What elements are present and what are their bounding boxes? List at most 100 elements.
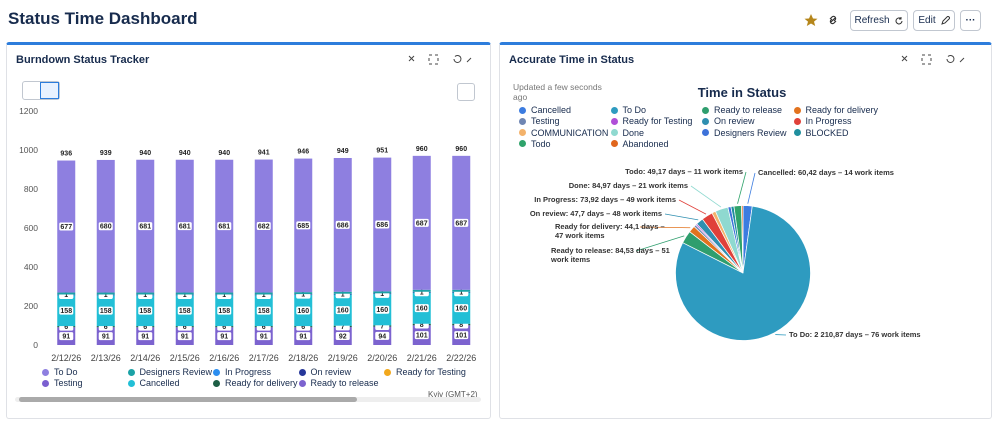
edit-button[interactable]: Edit: [913, 10, 955, 31]
legend-label: In Progress: [806, 116, 852, 126]
bar-segment: [136, 293, 154, 295]
total-label: 939: [100, 150, 112, 157]
bar-label: 101: [416, 333, 428, 340]
x-tick-label: 2/19/26: [328, 353, 358, 363]
legend-swatch: [611, 129, 618, 136]
leader-line: [691, 186, 721, 207]
legend-swatch: [519, 107, 526, 114]
more-button[interactable]: ···: [960, 10, 981, 31]
bar-label: 681: [139, 224, 151, 231]
legend-swatch: [519, 118, 526, 125]
legend-swatch: [794, 107, 801, 114]
bar-label: 101: [455, 333, 467, 340]
x-tick-label: 2/20/26: [367, 353, 397, 363]
legend-swatch: [213, 380, 220, 387]
slice-label: In Progress: 73,92 days – 49 work items: [534, 195, 676, 204]
legend-label: Designers Review: [140, 367, 213, 377]
legend-item: To Do: [611, 105, 647, 115]
total-label: 949: [337, 148, 349, 155]
leader-line: [738, 172, 746, 204]
legend-item: Testing: [42, 378, 83, 388]
legend-label: COMMUNICATION: [531, 128, 608, 138]
x-tick-label: 2/13/26: [91, 353, 121, 363]
legend-swatch: [128, 369, 135, 376]
legend-item: Ready for Testing: [384, 367, 466, 377]
legend-label: Cancelled: [140, 378, 180, 388]
legend-item: Ready for Testing: [611, 116, 693, 126]
x-tick-label: 2/18/26: [288, 353, 318, 363]
legend-label: On review: [311, 367, 352, 377]
bar-segment: [452, 290, 470, 292]
total-label: 940: [218, 150, 230, 157]
legend-label: Testing: [54, 378, 83, 388]
slice-label: Ready for delivery: 44,1 days – 47 work …: [555, 222, 665, 240]
bar-segment: [255, 293, 273, 295]
bar-segment: [97, 293, 115, 295]
bar-label: 158: [218, 308, 230, 315]
y-tick-label: 1000: [19, 145, 38, 155]
bar-label: 160: [455, 306, 467, 313]
bar-label: 91: [141, 334, 149, 341]
bar-label: 685: [297, 223, 309, 230]
legend-item: COMMUNICATION: [519, 128, 608, 138]
legend-item: BLOCKED: [794, 128, 849, 138]
legend-item: On review: [702, 116, 755, 126]
bar-label: 680: [100, 224, 112, 231]
y-tick-label: 200: [24, 301, 38, 311]
bar-label: 91: [102, 334, 110, 341]
x-tick-label: 2/12/26: [51, 353, 81, 363]
bar-label: 681: [218, 224, 230, 231]
leader-line: [748, 173, 755, 204]
legend-label: Ready for Testing: [623, 116, 693, 126]
slice-label: On review: 47,7 days – 48 work items: [530, 209, 662, 218]
bar-label: 681: [179, 224, 191, 231]
slice-label: Done: 84,97 days – 21 work items: [569, 181, 688, 190]
legend-item: On review: [299, 367, 352, 377]
header-icons[interactable]: [804, 13, 844, 27]
refresh-button[interactable]: Refresh: [850, 10, 908, 31]
x-tick-label: 2/17/26: [249, 353, 279, 363]
legend-item: Todo: [519, 139, 551, 149]
bar-label: 94: [378, 333, 386, 340]
legend-label: Ready to release: [714, 105, 782, 115]
total-label: 940: [179, 150, 191, 157]
legend-item: Ready to release: [702, 105, 782, 115]
legend-swatch: [702, 107, 709, 114]
bar-label: 158: [139, 308, 151, 315]
bar-label: 91: [260, 334, 268, 341]
legend-item: Cancelled: [128, 378, 180, 388]
bar-label: 158: [60, 308, 72, 315]
legend-item: Ready for delivery: [213, 378, 298, 388]
bar-label: 682: [258, 224, 270, 231]
legend-label: Ready for delivery: [225, 378, 298, 388]
legend-label: Ready for Testing: [396, 367, 466, 377]
legend-label: Todo: [531, 139, 551, 149]
legend-label: To Do: [623, 105, 647, 115]
bar-label: 677: [60, 224, 72, 231]
bar-label: 92: [339, 334, 347, 341]
legend-label: Designers Review: [714, 128, 787, 138]
legend-label: In Progress: [225, 367, 271, 377]
bar-label: 158: [100, 308, 112, 315]
legend-swatch: [611, 107, 618, 114]
legend-swatch: [299, 380, 306, 387]
legend-item: Designers Review: [128, 367, 213, 377]
y-tick-label: 400: [24, 262, 38, 272]
legend-swatch: [794, 129, 801, 136]
legend-swatch: [702, 118, 709, 125]
legend-swatch: [702, 129, 709, 136]
slice-label: Cancelled: 60,42 days – 14 work items: [758, 168, 894, 177]
bar-label: 158: [179, 308, 191, 315]
bar-label: 687: [455, 220, 467, 227]
legend-item: Done: [611, 128, 645, 138]
legend-swatch: [611, 140, 618, 147]
legend-label: Ready for delivery: [806, 105, 879, 115]
total-label: 940: [139, 150, 151, 157]
legend-item: Cancelled: [519, 105, 571, 115]
button-label: Edit: [918, 15, 935, 26]
legend-item: Designers Review: [702, 128, 787, 138]
legend-label: On review: [714, 116, 755, 126]
bar-segment: [176, 293, 194, 295]
legend-label: Done: [623, 128, 645, 138]
x-tick-label: 2/16/26: [209, 353, 239, 363]
